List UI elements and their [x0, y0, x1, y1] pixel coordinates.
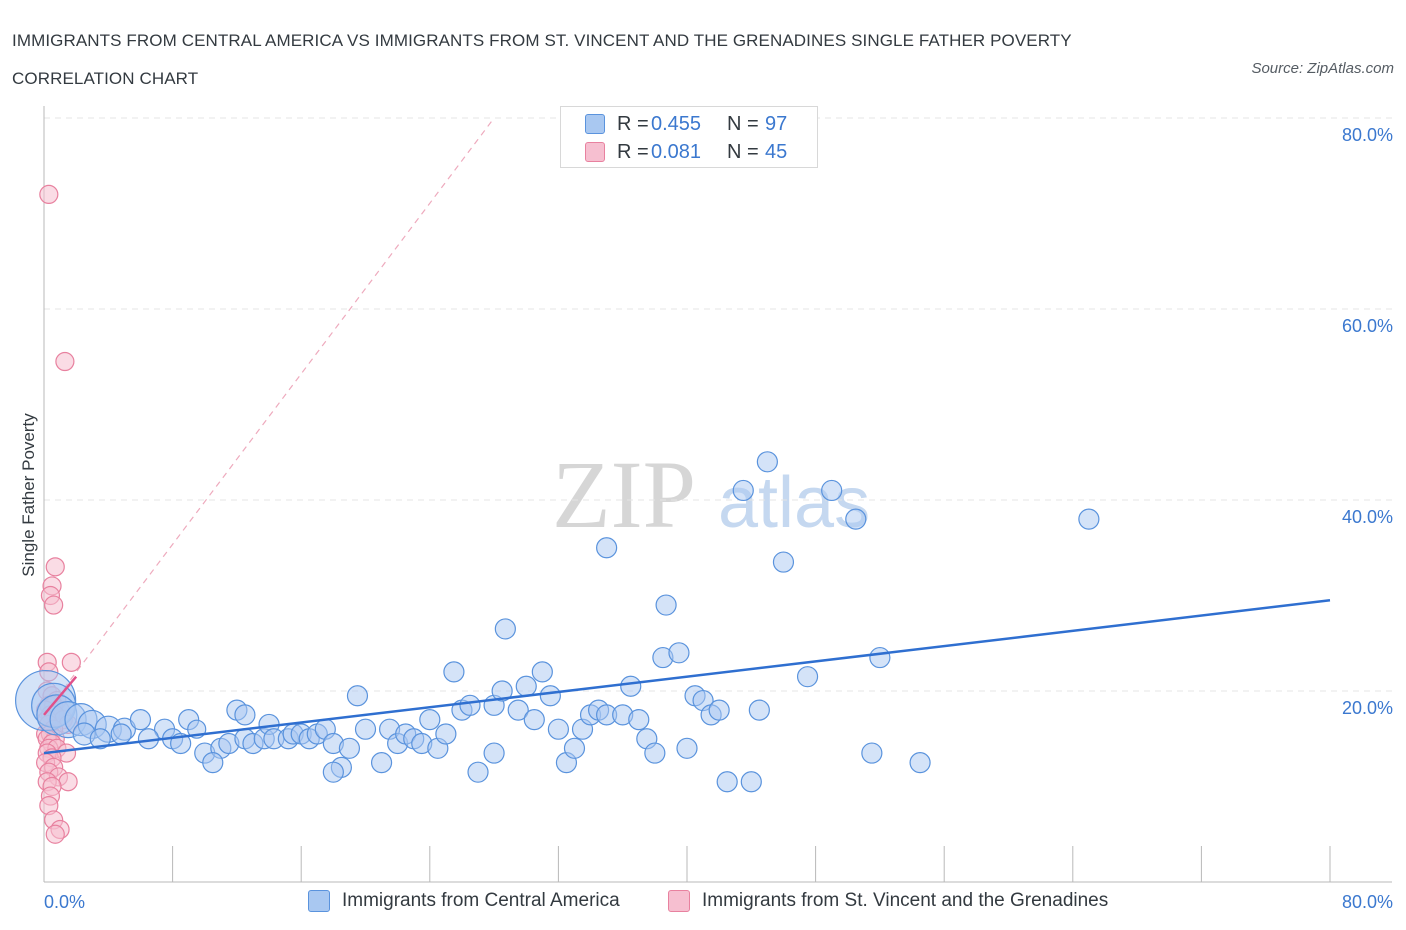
data-point-series1 — [129, 709, 152, 731]
stats-legend: R = 0.455 N = 97 R = 0.081 N = 45 — [560, 106, 818, 168]
trend-line-series2 — [43, 675, 78, 716]
tick-labels: 20.0% 40.0% 60.0% 80.0% 0.0% 80.0% — [44, 125, 1393, 912]
data-point-series2 — [55, 351, 75, 372]
data-point-series1 — [732, 479, 754, 502]
data-point-series1 — [772, 551, 795, 573]
series1-points — [15, 451, 1100, 793]
legend-row-series1: R = 0.455 N = 97 — [585, 112, 787, 136]
legend-n-value: 97 — [765, 112, 788, 135]
data-point-series1 — [756, 451, 778, 473]
legend-row-series2: R = 0.081 N = 45 — [585, 140, 787, 164]
bottom-legend-series2: Immigrants from St. Vincent and the Gren… — [668, 890, 1108, 912]
series2-points — [36, 184, 81, 844]
bottom-legend-series1: Immigrants from Central America — [308, 890, 620, 912]
data-point-series2 — [45, 824, 65, 844]
data-point-series1 — [370, 752, 393, 774]
data-point-series1 — [202, 752, 224, 774]
data-point-series1 — [531, 661, 553, 683]
data-point-series1 — [234, 704, 256, 726]
data-point-series1 — [346, 685, 369, 707]
data-point-series1 — [655, 594, 677, 616]
data-point-series1 — [796, 666, 819, 688]
data-point-series1 — [443, 661, 465, 683]
y-tick-label: 20.0% — [1342, 698, 1393, 718]
legend-swatch-series1 — [585, 114, 605, 134]
data-point-series1 — [668, 642, 690, 664]
data-point-series2 — [45, 557, 65, 577]
data-point-series1 — [459, 694, 481, 716]
bottom-legend-label-series2: Immigrants from St. Vincent and the Gren… — [702, 890, 1109, 911]
trend-lines — [43, 599, 1331, 755]
data-point-series1 — [845, 508, 867, 530]
data-point-series1 — [483, 742, 505, 764]
data-point-series1 — [644, 742, 666, 764]
data-point-series1 — [322, 761, 344, 783]
data-point-series1 — [1078, 508, 1100, 530]
data-point-series2 — [39, 184, 59, 204]
data-point-series2 — [58, 772, 78, 792]
watermark: ZIP atlas — [552, 441, 870, 548]
bottom-legend-label-series1: Immigrants from Central America — [342, 890, 620, 911]
data-point-series1 — [419, 709, 441, 731]
data-point-series1 — [909, 752, 931, 774]
data-point-series1 — [523, 709, 545, 731]
legend-swatch-series2 — [585, 142, 605, 162]
bottom-legend-swatch-series2 — [668, 890, 690, 912]
legend-r-value: 0.455 — [651, 112, 702, 135]
data-point-series1 — [708, 699, 730, 721]
data-point-series1 — [563, 737, 586, 759]
data-point-series1 — [547, 718, 570, 740]
legend-r-label: R = — [617, 112, 649, 135]
y-axis-label: Single Father Poverty — [19, 413, 38, 577]
legend-n-label: N = — [727, 140, 759, 163]
y-tick-label: 80.0% — [1342, 125, 1393, 145]
data-point-series1 — [491, 680, 513, 702]
data-point-series1 — [515, 675, 537, 697]
data-point-series1 — [110, 723, 132, 745]
trend-line-series1 — [43, 599, 1331, 755]
watermark-zip: ZIP — [552, 441, 696, 548]
data-point-series1 — [821, 479, 843, 502]
dashed-trend-line-series2 — [43, 117, 495, 716]
data-point-series1 — [740, 771, 762, 793]
data-point-series1 — [861, 742, 883, 764]
legend-r-value: 0.081 — [651, 140, 702, 163]
data-point-series1 — [539, 685, 561, 707]
legend-n-label: N = — [727, 112, 759, 135]
data-point-series1 — [716, 771, 738, 793]
x-tick-label: 80.0% — [1342, 892, 1393, 912]
data-point-series1 — [507, 699, 529, 721]
data-point-series1 — [620, 675, 642, 697]
data-point-series1 — [748, 699, 770, 721]
data-point-series1 — [354, 718, 377, 740]
watermark-atlas: atlas — [718, 463, 870, 543]
data-point-series1 — [338, 737, 361, 759]
dashed-trend-line — [43, 117, 495, 716]
data-point-series1 — [628, 709, 650, 731]
data-point-series1 — [89, 728, 111, 750]
data-point-series1 — [435, 723, 457, 745]
y-tick-label: 40.0% — [1342, 507, 1393, 527]
source-label: Source: ZipAtlas.com — [1251, 60, 1394, 77]
gridlines — [44, 117, 1392, 692]
legend-n-value: 45 — [765, 140, 788, 163]
y-tick-label: 60.0% — [1342, 316, 1393, 336]
data-point-series1 — [676, 737, 698, 759]
data-point-series1 — [494, 618, 516, 640]
chart-title: IMMIGRANTS FROM CENTRAL AMERICA VS IMMIG… — [12, 31, 1072, 88]
x-tick-label: 0.0% — [44, 892, 85, 912]
data-point-series1 — [467, 761, 489, 783]
data-point-series1 — [869, 646, 891, 669]
data-point-series1 — [596, 537, 618, 559]
bottom-legend-swatch-series1 — [308, 890, 330, 912]
data-point-series2 — [61, 652, 81, 672]
data-point-series2 — [44, 595, 64, 615]
legend-r-label: R = — [617, 140, 649, 163]
